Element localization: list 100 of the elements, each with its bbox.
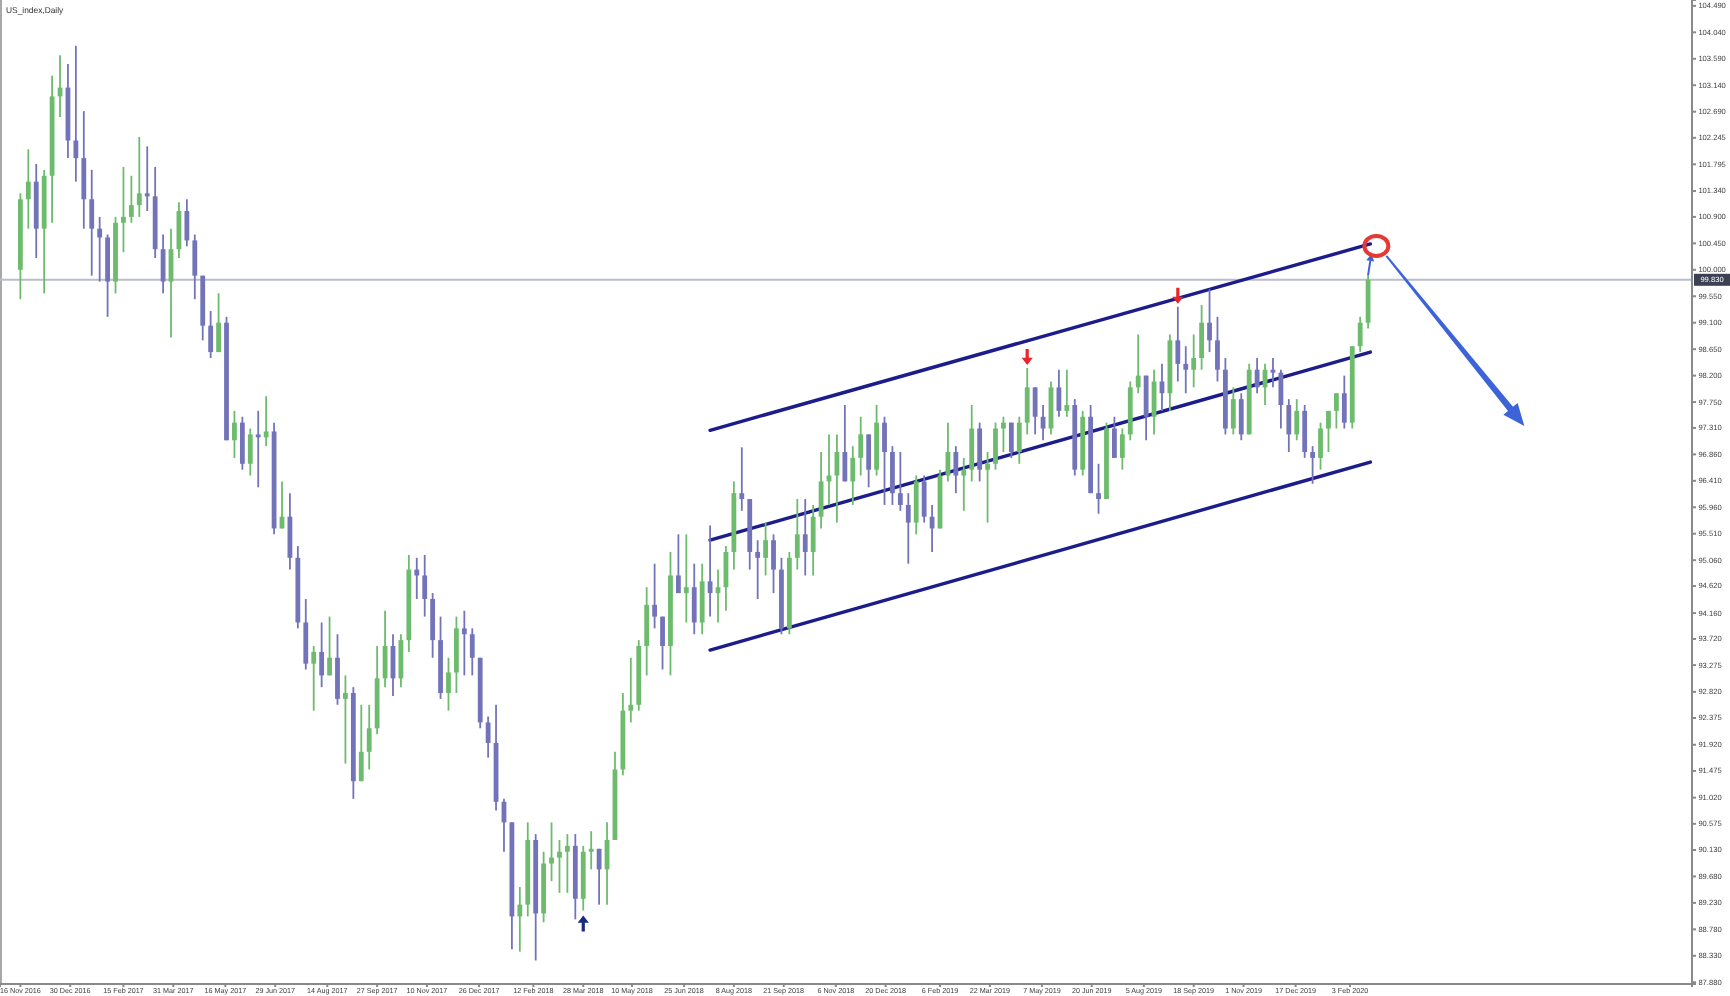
- candlestick: [1024, 367, 1030, 436]
- candlestick: [699, 562, 705, 636]
- candlestick: [557, 839, 562, 894]
- candlestick: [802, 498, 808, 577]
- candlestick: [1238, 392, 1244, 442]
- candlestick: [263, 395, 269, 448]
- candlestick: [1310, 445, 1315, 485]
- candlestick: [675, 533, 681, 594]
- candlestick: [1175, 305, 1181, 383]
- candlestick: [319, 621, 325, 689]
- candlestick: [739, 446, 745, 512]
- candlestick: [327, 615, 332, 677]
- candlestick: [810, 504, 816, 577]
- candlestick: [97, 216, 103, 283]
- candlestick: [771, 533, 776, 594]
- candlestick: [366, 703, 372, 771]
- candlestick: [303, 598, 309, 671]
- candlestick: [1230, 386, 1236, 436]
- candlestick: [1326, 409, 1331, 453]
- candlestick: [454, 615, 459, 694]
- candlestick: [247, 427, 253, 477]
- candlestick: [596, 847, 602, 906]
- candlestick: [858, 415, 864, 477]
- candlestick: [121, 166, 126, 254]
- candlestick: [128, 174, 134, 224]
- candlestick: [905, 492, 911, 565]
- candlestick: [660, 615, 665, 671]
- candlestick: [1119, 427, 1125, 471]
- candlestick: [565, 833, 570, 894]
- candlestick: [1001, 415, 1006, 453]
- candlestick: [1064, 368, 1070, 418]
- candlestick: [644, 586, 650, 677]
- candlestick: [517, 886, 523, 953]
- candlestick: [897, 451, 903, 512]
- candlestick: [1341, 374, 1347, 430]
- candlestick: [239, 415, 245, 471]
- candlestick: [81, 110, 87, 230]
- candlestick: [136, 136, 142, 218]
- candlestick: [850, 445, 856, 506]
- candlestick: [1008, 421, 1014, 459]
- candlestick: [1112, 415, 1117, 459]
- candlestick: [1183, 345, 1189, 395]
- candlestick: [469, 627, 475, 677]
- candlestick: [1254, 357, 1260, 395]
- candlestick: [794, 498, 800, 571]
- candlestick: [311, 645, 317, 712]
- candlestick: [1032, 386, 1038, 436]
- candlestick: [1127, 380, 1133, 442]
- candlestick: [1191, 333, 1197, 389]
- candlestick: [25, 148, 31, 230]
- candlestick: [1096, 462, 1101, 515]
- candlestick: [358, 703, 364, 783]
- candlestick: [485, 715, 491, 759]
- candlestick: [1286, 398, 1292, 453]
- candlestick: [969, 404, 975, 483]
- candlestick: [993, 421, 998, 471]
- candlestick: [89, 168, 95, 277]
- candlestick: [446, 656, 451, 712]
- candlestick: [216, 292, 221, 353]
- candlestick: [430, 592, 436, 659]
- candlestick: [1357, 315, 1363, 353]
- candlestick: [691, 562, 697, 636]
- candlestick: [255, 409, 261, 489]
- candlestick: [866, 433, 872, 489]
- candlestick: [1135, 333, 1141, 395]
- candlestick: [961, 457, 967, 512]
- candlestick: [461, 609, 467, 677]
- candlestick: [874, 404, 879, 477]
- candlestick: [890, 445, 895, 506]
- candlestick: [1199, 304, 1205, 371]
- candlestick: [208, 310, 214, 359]
- candlestick: [763, 521, 768, 577]
- candlestick: [1215, 315, 1220, 383]
- candlestick: [33, 163, 39, 259]
- candlestick: [580, 844, 586, 912]
- candlestick: [1318, 421, 1323, 471]
- candlestick: [1333, 392, 1339, 430]
- candlestick: [105, 233, 110, 318]
- candlestick: [1278, 368, 1284, 430]
- candlestick: [921, 474, 927, 524]
- candlestick: [985, 451, 990, 524]
- candlestick: [882, 415, 887, 506]
- candlestick: [755, 539, 761, 600]
- candlestick: [73, 44, 79, 183]
- candlestick: [1016, 415, 1022, 465]
- candlestick: [335, 633, 340, 706]
- candlestick: [343, 674, 348, 765]
- candlestick: [184, 198, 190, 248]
- candlestick: [913, 474, 919, 536]
- candlestick: [1294, 398, 1300, 442]
- candlestick: [144, 145, 150, 212]
- candlestick: [232, 409, 237, 459]
- candlestick: [842, 404, 848, 483]
- candlestick: [588, 830, 594, 871]
- candlestick: [683, 533, 689, 624]
- candlestick: [1302, 404, 1308, 459]
- candlestick: [628, 656, 634, 724]
- candlestick: [953, 445, 959, 495]
- candlestick: [422, 554, 428, 618]
- candlestick: [652, 562, 657, 630]
